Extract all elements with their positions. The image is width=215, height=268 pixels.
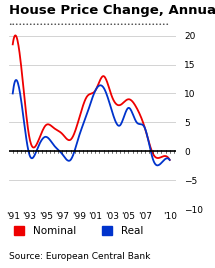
Legend: Nominal, Real: Nominal, Real <box>14 226 143 236</box>
Text: Source: European Central Bank: Source: European Central Bank <box>9 252 150 261</box>
Text: House Price Change, Annual (%): House Price Change, Annual (%) <box>9 4 215 17</box>
Text: ••••••••••••••••••••••••••••••••••••••••••••••: ••••••••••••••••••••••••••••••••••••••••… <box>9 22 170 27</box>
